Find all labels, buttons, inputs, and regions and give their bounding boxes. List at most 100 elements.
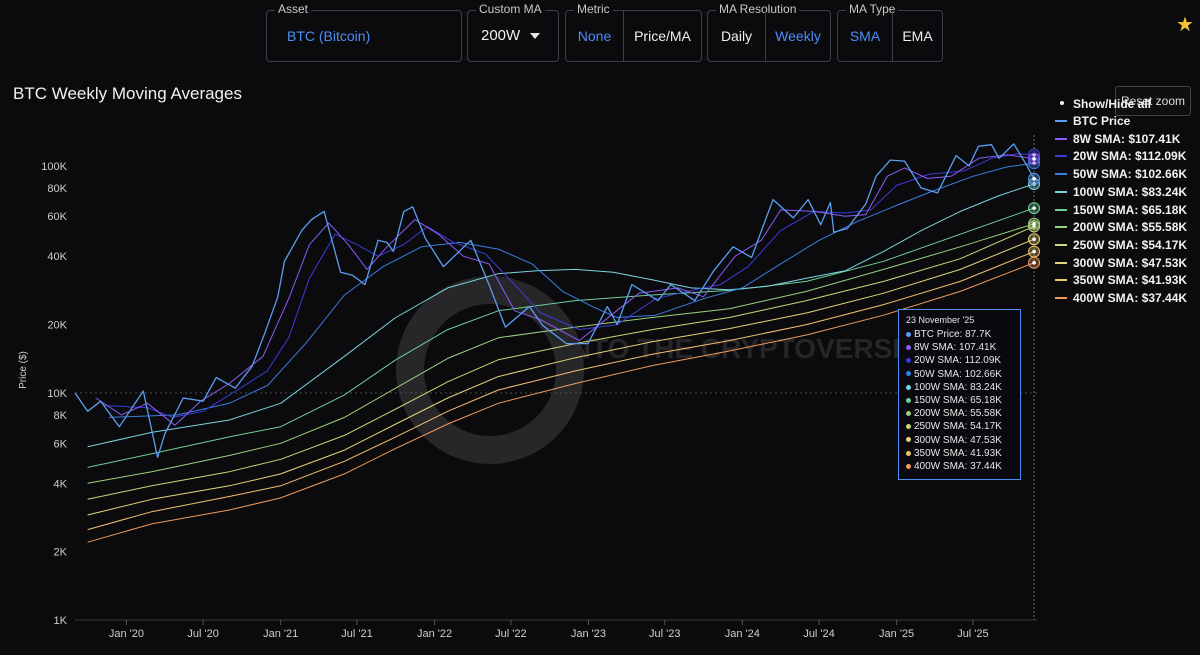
ma-type-sma-button[interactable]: SMA — [849, 28, 881, 44]
series-end-dot — [1032, 206, 1036, 210]
x-tick-label: Jan '22 — [417, 628, 452, 640]
series-line-150w-sma — [87, 207, 1035, 468]
tooltip-row: 20W SMA: 112.09K — [906, 355, 1001, 366]
metric-none-button[interactable]: None — [577, 28, 612, 44]
series-line-250w-sma — [87, 225, 1035, 500]
series-end-dot — [1032, 224, 1036, 229]
legend-show-hide-label: Show/Hide all — [1073, 97, 1152, 111]
legend-swatch — [1055, 190, 1067, 193]
tooltip-label: 250W SMA: 54.17K — [914, 421, 1002, 433]
ma-resolution-toggle[interactable]: MA Resolution Daily Weekly — [707, 2, 831, 62]
series-line-200w-sma — [87, 223, 1035, 484]
reset-zoom-button[interactable]: Reset zoom — [1115, 86, 1191, 116]
legend-label: 20W SMA: $112.09K — [1073, 149, 1187, 164]
tooltip-label: 350W SMA: 41.93K — [914, 447, 1002, 459]
tooltip-row: 50W SMA: 102.66K — [906, 369, 1002, 380]
asset-selector[interactable]: Asset BTC (Bitcoin) — [266, 2, 462, 62]
tooltip-label: 200W SMA: 55.58K — [914, 408, 1002, 420]
chevron-down-icon[interactable] — [530, 33, 540, 39]
watermark-text: INTO THE CRYPTOVERSE — [563, 333, 911, 364]
legend-swatch — [1055, 120, 1067, 122]
metric-label: Metric — [574, 2, 613, 16]
x-tick-label: Jul '22 — [495, 628, 526, 640]
legend-swatch — [1055, 279, 1067, 282]
tooltip-date: 23 November '25 — [906, 315, 975, 325]
y-tick-label: 2K — [54, 547, 68, 559]
tooltip-label: 8W SMA: 107.41K — [914, 342, 997, 354]
x-tick-label: Jan '20 — [109, 628, 144, 640]
metric-price-ma-button[interactable]: Price/MA — [634, 28, 691, 44]
custom-ma-select[interactable]: Custom MA 200W — [467, 2, 559, 62]
tooltip-dot — [906, 358, 911, 364]
legend-label: 50W SMA: $102.66K — [1073, 167, 1188, 182]
ma-type-ema-button[interactable]: EMA — [902, 28, 933, 44]
ma-type-toggle[interactable]: MA Type SMA EMA — [837, 2, 943, 62]
legend-label: 400W SMA: $37.44K — [1073, 291, 1188, 305]
x-tick-label: Jul '23 — [649, 628, 680, 640]
legend-swatch — [1055, 173, 1067, 176]
series-end-dot — [1032, 221, 1036, 226]
tooltip-dot — [906, 397, 911, 403]
tooltip-dot — [906, 424, 911, 430]
tooltip-dot — [906, 411, 911, 417]
series-line-8w-sma — [95, 154, 1035, 426]
star-icon[interactable]: ★ — [1176, 14, 1194, 36]
legend-label: 300W SMA: $47.53K — [1073, 255, 1188, 270]
legend-swatch — [1055, 208, 1067, 211]
tooltip-label: 50W SMA: 102.66K — [914, 368, 1002, 380]
legend-label: 8W SMA: $107.41K — [1073, 131, 1181, 146]
ma-resolution-daily-button[interactable]: Daily — [720, 28, 753, 44]
legend-label: 250W SMA: $54.17K — [1073, 237, 1188, 252]
tooltip-row: 300W SMA: 47.53K — [906, 435, 1002, 446]
tooltip-row: 400W SMA: 37.44K — [906, 461, 1002, 472]
tooltip-row: 100W SMA: 83.24K — [906, 382, 1002, 393]
series-end-dot — [1032, 157, 1036, 161]
legend-swatch — [1055, 137, 1067, 140]
series-end-dot — [1032, 249, 1036, 254]
y-tick-label: 6K — [54, 438, 68, 450]
y-tick-label: 100K — [41, 161, 67, 173]
legend-label: 350W SMA: $41.93K — [1073, 273, 1188, 288]
tooltip-dot — [906, 463, 911, 469]
y-tick-label: 80K — [47, 183, 67, 195]
series-end-dot — [1032, 177, 1036, 181]
custom-ma-value[interactable]: 200W — [481, 27, 521, 44]
legend-swatch — [1055, 261, 1067, 264]
tooltip-label: 100W SMA: 83.24K — [914, 381, 1002, 393]
y-axis-label: Price ($) — [18, 351, 29, 389]
series-line-350w-sma — [87, 251, 1035, 531]
x-tick-label: Jan '21 — [263, 628, 298, 640]
legend-label: 150W SMA: $65.18K — [1073, 202, 1188, 217]
tooltip-row: 250W SMA: 54.17K — [906, 421, 1002, 432]
chart-title: BTC Weekly Moving Averages — [13, 84, 242, 103]
tooltip-row: 150W SMA: 65.18K — [906, 395, 1002, 406]
asset-value[interactable]: BTC (Bitcoin) — [287, 28, 371, 44]
series-line-400w-sma — [87, 262, 1035, 543]
tooltip-row: 200W SMA: 55.58K — [906, 408, 1002, 419]
divider — [892, 11, 893, 61]
end-markers — [1028, 148, 1041, 269]
divider — [765, 11, 766, 61]
x-tick-label: Jul '21 — [341, 628, 372, 640]
series-line-btc-price — [74, 143, 1035, 459]
x-axis: Jan '20 Jul '20 Jan '21 Jul '21 Jan '22 Jul '… — [109, 620, 989, 640]
x-tick-label: Jul '24 — [803, 628, 834, 640]
metric-toggle[interactable]: Metric None Price/MA — [565, 2, 702, 62]
tooltip-label: 300W SMA: 47.53K — [914, 434, 1002, 446]
legend-swatch — [1055, 297, 1067, 299]
series-line-300w-sma — [87, 238, 1035, 516]
y-axis: 1K 2K 4K 6K 8K 10K 20K 40K 60K 80K 100K — [41, 161, 67, 627]
tooltip-label: 150W SMA: 65.18K — [914, 395, 1002, 406]
ma-resolution-weekly-button[interactable]: Weekly — [775, 28, 821, 44]
series-end-dot — [1032, 260, 1036, 265]
legend-label: BTC Price — [1073, 114, 1131, 128]
tooltip-dot — [906, 371, 911, 377]
tooltip-row: BTC Price: 87.7K — [906, 329, 991, 340]
x-tick-label: Jul '20 — [187, 628, 218, 640]
ma-resolution-label: MA Resolution — [716, 2, 800, 16]
x-tick-label: Jan '24 — [725, 628, 760, 640]
asset-label: Asset — [275, 2, 312, 16]
y-tick-label: 8K — [54, 410, 68, 422]
legend-swatch — [1055, 226, 1067, 229]
